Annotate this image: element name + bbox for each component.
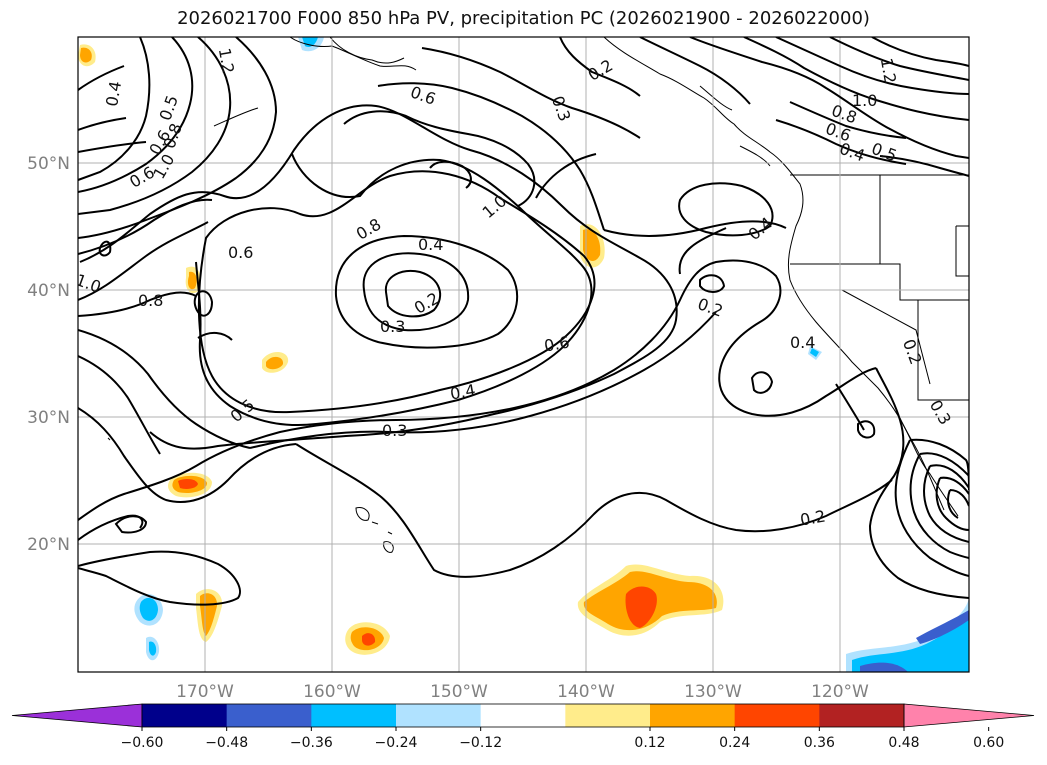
precip-patch bbox=[916, 610, 969, 644]
contour-label: 0.6 bbox=[543, 332, 571, 355]
precip-patch bbox=[149, 641, 157, 656]
precip-patch bbox=[625, 586, 657, 628]
colorbar-segment bbox=[565, 704, 651, 727]
precip-patch bbox=[860, 662, 908, 672]
colorbar-tick-label: 0.12 bbox=[634, 735, 665, 751]
contour-label: 0.6 bbox=[228, 243, 253, 262]
colorbar-extend-min bbox=[11, 703, 143, 728]
colorbar-tick-label: −0.24 bbox=[375, 735, 418, 751]
contour-label: 0.4 bbox=[418, 235, 443, 254]
colorbar-tick-label: −0.36 bbox=[290, 735, 333, 751]
map-background bbox=[78, 37, 969, 672]
contour-label: 0.3 bbox=[382, 421, 407, 440]
lat-label-30n: 30°N bbox=[27, 408, 70, 428]
lon-label-150w: 150°W bbox=[430, 682, 488, 702]
coastlines bbox=[107, 37, 969, 553]
precip-patch bbox=[187, 271, 197, 290]
contour-label: 0.4 bbox=[790, 333, 815, 352]
lat-label-50n: 50°N bbox=[27, 154, 70, 174]
colorbar-tick-label: 0.24 bbox=[719, 735, 750, 751]
lon-label-140w: 140°W bbox=[557, 682, 615, 702]
lon-label-160w: 160°W bbox=[303, 682, 361, 702]
lon-label-120w: 120°W bbox=[811, 682, 869, 702]
precip-patch bbox=[178, 479, 198, 489]
precip-patch bbox=[139, 597, 158, 621]
colorbar-tick-label: −0.60 bbox=[121, 735, 164, 751]
colorbar-extend-max bbox=[903, 703, 1035, 728]
contour-label: 0.4 bbox=[102, 80, 125, 108]
colorbar-tick-label: −0.48 bbox=[205, 735, 248, 751]
longitude-labels: 170°W 160°W 150°W 140°W 130°W 120°W bbox=[176, 682, 869, 702]
precip-patch bbox=[80, 47, 92, 63]
precip-patch bbox=[362, 633, 376, 646]
colorbar-tick-label: 0.48 bbox=[888, 735, 919, 751]
colorbar-segment bbox=[311, 704, 397, 727]
colorbar: −0.60 −0.48 −0.36 −0.24 −0.12 0.12 0.24 0.36 0.4… bbox=[11, 703, 1035, 751]
colorbar-segment bbox=[819, 704, 905, 727]
colorbar-segment bbox=[396, 704, 482, 727]
pv-contours bbox=[78, 37, 969, 606]
colorbar-segment bbox=[226, 704, 312, 727]
colorbar-frame bbox=[141, 703, 905, 728]
contour-label: 0.4 bbox=[449, 380, 477, 403]
lat-label-40n: 40°N bbox=[27, 281, 70, 301]
contour-label: 0.8 bbox=[138, 291, 163, 310]
lon-label-130w: 130°W bbox=[684, 682, 742, 702]
latitude-labels: 50°N 40°N 30°N 20°N bbox=[27, 154, 70, 555]
contour-label: 0.2 bbox=[799, 506, 827, 529]
contour-label: 1.2 bbox=[215, 47, 238, 75]
precip-patch bbox=[852, 610, 969, 672]
colorbar-tick-label: 0.60 bbox=[973, 735, 1004, 751]
contour-label: 1.0 bbox=[852, 91, 877, 110]
contour-label: 0.3 bbox=[380, 317, 405, 336]
lon-label-170w: 170°W bbox=[176, 682, 234, 702]
colorbar-tick-label: 0.36 bbox=[804, 735, 835, 751]
precip-patch bbox=[266, 356, 284, 370]
precipitation-fills bbox=[78, 37, 969, 672]
colorbar-segment bbox=[142, 704, 228, 727]
colorbar-segment bbox=[480, 704, 566, 727]
contour-label: 1.2 bbox=[877, 57, 900, 85]
precip-patch bbox=[583, 229, 601, 262]
colorbar-segment bbox=[650, 704, 736, 727]
map-title: 2026021700 F000 850 hPa PV, precipitatio… bbox=[177, 8, 870, 29]
colorbar-tick-label: −0.12 bbox=[459, 735, 502, 751]
colorbar-segment bbox=[734, 704, 820, 727]
lat-label-20n: 20°N bbox=[27, 535, 70, 555]
map-frame bbox=[77, 36, 970, 673]
precip-patch bbox=[810, 348, 819, 357]
